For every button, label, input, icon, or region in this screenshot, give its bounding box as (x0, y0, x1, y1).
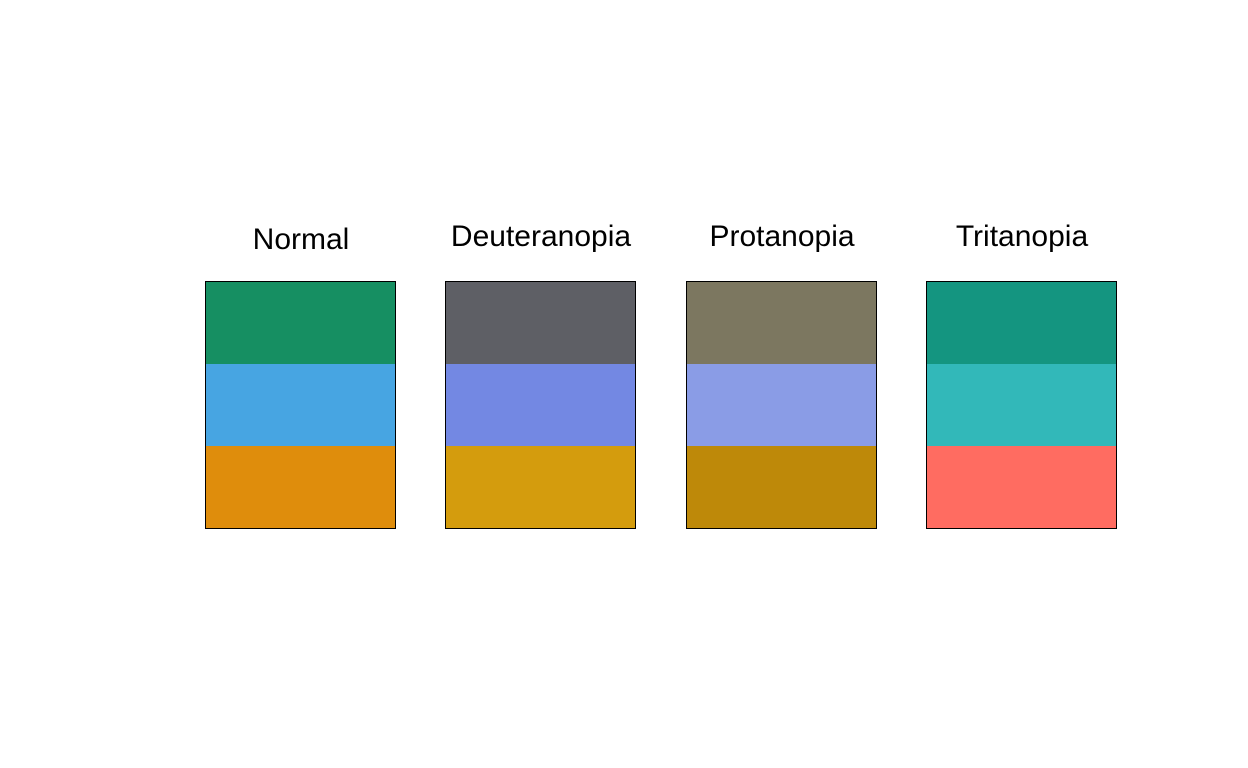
swatch-normal-3 (206, 446, 395, 528)
swatch-stack-deuteranopia (445, 281, 636, 529)
swatch-stack-protanopia (686, 281, 877, 529)
swatch-deuteranopia-3 (446, 446, 635, 528)
swatch-protanopia-3 (687, 446, 876, 528)
swatch-tritanopia-1 (927, 282, 1116, 364)
swatch-deuteranopia-2 (446, 364, 635, 446)
swatch-tritanopia-2 (927, 364, 1116, 446)
swatch-deuteranopia-1 (446, 282, 635, 364)
panel-title-normal: Normal (171, 222, 431, 258)
swatch-normal-1 (206, 282, 395, 364)
swatch-stack-normal (205, 281, 396, 529)
swatch-normal-2 (206, 364, 395, 446)
panel-title-tritanopia: Tritanopia (892, 219, 1152, 255)
swatch-tritanopia-3 (927, 446, 1116, 528)
swatch-protanopia-2 (687, 364, 876, 446)
panel-title-protanopia: Protanopia (652, 219, 912, 255)
swatch-stack-tritanopia (926, 281, 1117, 529)
panel-title-deuteranopia: Deuteranopia (411, 219, 671, 255)
swatch-protanopia-1 (687, 282, 876, 364)
